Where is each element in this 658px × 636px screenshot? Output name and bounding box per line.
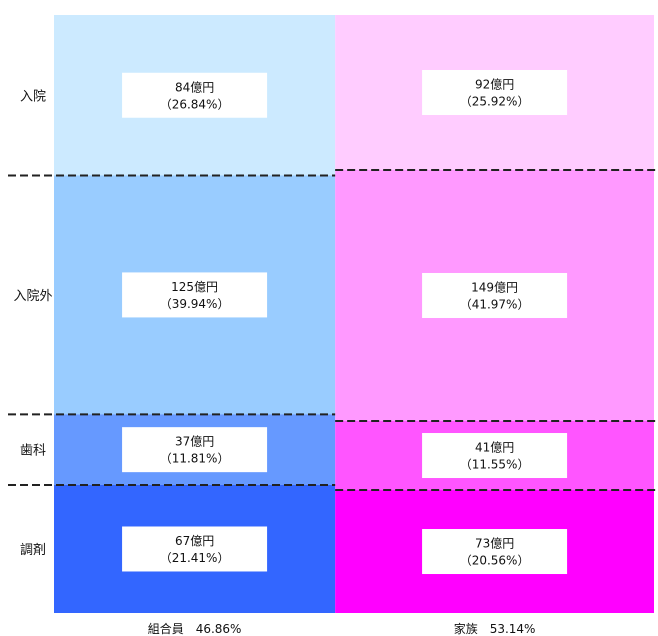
x-label-column-1: 家族 53.14% — [454, 621, 536, 636]
data-label-box-c0-r3 — [122, 526, 268, 572]
data-label-box-c1-r1 — [422, 272, 568, 318]
data-label-percent-c0-r2: （11.81%） — [160, 452, 230, 466]
data-label-amount-c0-r3: 67億円 — [175, 534, 214, 548]
data-label-box-c0-r0 — [122, 72, 268, 118]
data-label-box-c0-r1 — [122, 272, 268, 318]
data-label-box-c1-r2 — [422, 433, 568, 479]
data-label-percent-c1-r0: （25.92%） — [460, 95, 530, 109]
data-label-amount-c1-r2: 41億円 — [475, 441, 514, 455]
x-label-column-0: 組合員 46.86% — [148, 621, 242, 636]
row-label-0: 入院 — [20, 89, 46, 104]
data-label-amount-c1-r3: 73億円 — [475, 537, 514, 551]
data-label-percent-c1-r2: （11.55%） — [460, 458, 530, 472]
data-label-box-c1-r3 — [422, 529, 568, 575]
data-label-percent-c0-r0: （26.84%） — [160, 97, 230, 111]
data-label-percent-c0-r3: （21.41%） — [160, 551, 230, 565]
data-label-percent-c0-r1: （39.94%） — [160, 297, 230, 311]
data-label-amount-c0-r0: 84億円 — [175, 80, 214, 94]
data-label-amount-c0-r1: 125億円 — [171, 280, 218, 294]
data-label-box-c0-r2 — [122, 427, 268, 473]
data-label-amount-c1-r1: 149億円 — [471, 280, 518, 294]
data-label-amount-c0-r2: 37億円 — [175, 435, 214, 449]
data-label-percent-c1-r1: （41.97%） — [460, 297, 530, 311]
row-label-3: 調剤 — [20, 542, 46, 558]
row-label-1: 入院外 — [13, 289, 52, 304]
data-label-box-c1-r0 — [422, 70, 568, 116]
data-label-percent-c1-r3: （20.56%） — [460, 554, 530, 568]
data-label-amount-c1-r0: 92億円 — [475, 78, 514, 92]
row-label-2: 歯科 — [20, 444, 46, 459]
